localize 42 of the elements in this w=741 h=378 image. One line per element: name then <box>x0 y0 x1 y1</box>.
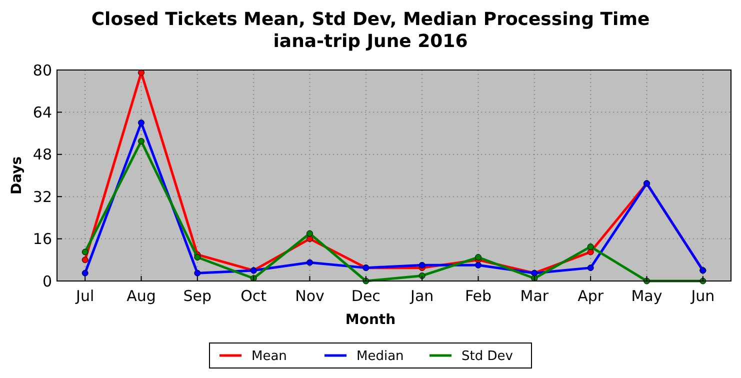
point <box>138 138 144 144</box>
legend-label: Median <box>356 349 404 364</box>
point <box>82 248 88 256</box>
point <box>587 264 594 272</box>
x-tick-label: Dec <box>351 287 380 305</box>
point <box>587 248 594 256</box>
x-tick-label: Mar <box>520 287 550 305</box>
point <box>82 256 88 264</box>
point <box>306 230 313 237</box>
legend-label: Mean <box>252 349 287 364</box>
y-tick-label: 0 <box>42 272 52 290</box>
x-axis-title: Month <box>345 312 396 328</box>
x-tick-label: Feb <box>464 287 492 305</box>
chart-title: Closed Tickets Mean, Std Dev, Median Processing Time <box>91 9 650 30</box>
point <box>475 254 482 261</box>
y-axis-title: Days <box>9 156 25 195</box>
x-tick-label: Sep <box>183 287 212 305</box>
x-tick-label: Jan <box>410 287 434 305</box>
point <box>194 270 201 276</box>
y-tick-label: 64 <box>32 103 52 122</box>
y-tick-label: 32 <box>32 188 52 206</box>
x-tick-label: Aug <box>126 287 156 305</box>
x-tick-label: Nov <box>295 287 325 305</box>
point <box>418 262 426 268</box>
point <box>587 243 594 250</box>
x-tick-label: Jul <box>75 287 94 305</box>
point <box>138 69 144 76</box>
legend-label: Std Dev <box>462 349 514 364</box>
x-tick-label: Oct <box>240 287 267 305</box>
x-tick-label: May <box>631 287 662 305</box>
point <box>475 262 482 268</box>
point <box>82 270 88 276</box>
y-tick-label: 80 <box>32 61 52 80</box>
x-tick-label: Jun <box>690 287 715 305</box>
point <box>138 120 144 126</box>
x-tick-label: Apr <box>578 287 604 305</box>
y-tick-label: 48 <box>32 146 52 164</box>
chart-subtitle: iana-trip June 2016 <box>273 31 468 52</box>
point <box>306 259 313 266</box>
point <box>418 272 426 279</box>
y-tick-label: 16 <box>32 230 52 248</box>
point <box>194 254 201 261</box>
